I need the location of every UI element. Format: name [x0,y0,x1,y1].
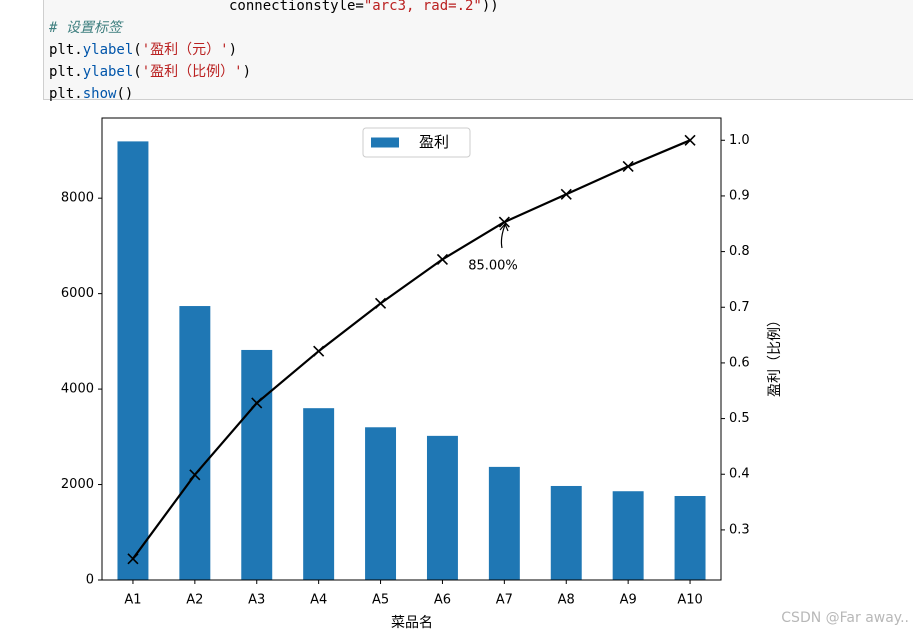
code-token: "arc3, rad=.2" [363,0,482,14]
y2-tick-label: 1.0 [729,133,750,148]
code-line: plt.ylabel('盈利（比例）') [49,61,499,83]
x-tick-label: A6 [434,593,451,608]
code-token: )) [481,0,499,14]
x-tick-label: A1 [124,593,141,608]
legend-swatch [371,137,399,148]
marker [374,297,387,309]
code-token: ) [228,42,238,58]
code-token: () [116,86,134,102]
code-token: ylabel [82,42,134,58]
marker [684,134,696,146]
code-token: show [82,86,117,102]
bar [365,427,397,580]
y2-axis-label: 盈利（比例） [767,313,783,397]
code-token: plt. [49,86,83,102]
x-tick-label: A10 [677,593,702,608]
bar [241,349,273,580]
x-tick-label: A9 [620,593,637,608]
marker [251,397,263,409]
legend-label: 盈利 [419,133,449,151]
annotation-arrow [500,224,506,249]
bar [488,466,520,580]
y2-tick-label: 0.8 [729,244,750,259]
code-token: ( [133,42,142,58]
bar [303,408,335,580]
legend-box [362,127,471,158]
code-cell[interactable]: connectionstyle="arc3, rad=.2")) # 设置标签 pl… [43,0,913,102]
marker [498,216,510,228]
marker [436,253,449,265]
annotation-arrowhead [499,222,509,232]
y-tick-label: 0 [86,573,94,588]
code-token: ylabel [82,64,134,80]
code-token: ) [242,64,252,80]
line [132,139,691,560]
y2-tick-label: 0.5 [729,411,750,426]
x-tick-label: A8 [558,593,575,608]
marker [127,553,139,565]
code: connectionstyle="arc3, rad=.2")) # 设置标签 pl… [49,0,499,105]
code-token: connectionstyle= [229,0,364,14]
y2-tick-label: 0.6 [729,355,750,370]
code-token: '盈利（比例）' [141,64,243,80]
watermark: CSDN @Far away.. [781,610,909,626]
y2-tick-label: 0.9 [729,188,750,203]
y2-tick-label: 0.4 [729,467,750,482]
annotation: 85.00% [468,259,518,274]
marker [189,469,201,481]
y-tick-label: 2000 [61,477,94,492]
x-axis-label: 菜品名 [391,615,433,631]
y-tick-label: 6000 [61,286,94,301]
code-token: ( [133,64,142,80]
code-line: # 设置标签 [49,17,499,39]
code-line: connectionstyle="arc3, rad=.2")) [49,0,499,17]
x-tick-label: A3 [248,593,265,608]
marker [313,345,325,357]
bar [550,485,582,580]
bar [674,496,706,580]
y-tick-label: 8000 [61,191,94,206]
y-tick-label: 4000 [61,382,94,397]
code-token: plt. [49,64,83,80]
bar [117,141,149,581]
x-tick-label: A4 [310,593,327,608]
x-tick-label: A2 [186,593,203,608]
y2-tick-label: 0.7 [729,300,750,315]
code-token: # 设置标签 [49,20,122,36]
x-tick-label: A5 [372,593,389,608]
bar [426,435,458,580]
plot-frame [101,117,722,581]
marker [560,188,572,200]
y2-tick-label: 0.3 [729,522,750,537]
code-line: plt.ylabel('盈利（元）') [49,39,499,61]
bar [612,491,644,580]
code-token: '盈利（元）' [141,42,229,58]
bar [179,306,211,580]
code-line: plt.show() [49,83,499,105]
marker [622,160,634,172]
code-token: plt. [49,42,83,58]
x-tick-label: A7 [496,593,513,608]
